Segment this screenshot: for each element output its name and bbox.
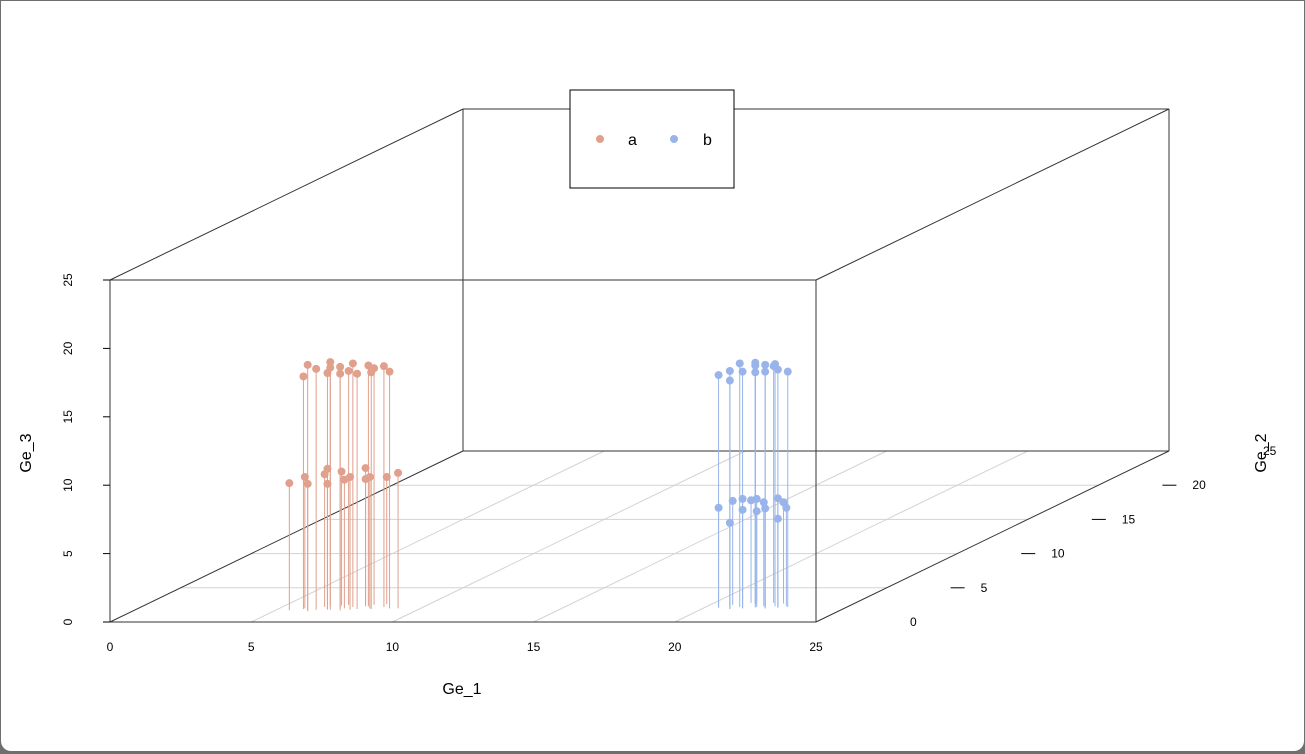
data-point	[326, 363, 335, 372]
data-point	[344, 366, 353, 375]
box-edge	[109, 450, 464, 623]
box-edge	[109, 108, 464, 281]
grid-line-x	[533, 450, 887, 623]
y-tick-label: 5	[981, 581, 988, 595]
data-point	[759, 498, 768, 507]
z-tick-label: 15	[61, 410, 75, 424]
data-point	[323, 464, 332, 473]
y-tick-label: 0	[910, 615, 917, 629]
data-point	[303, 479, 312, 488]
legend-marker-a	[596, 135, 604, 143]
data-point	[714, 371, 723, 380]
data-point	[725, 518, 734, 527]
plot-box	[109, 108, 1170, 623]
z-tick-label: 25	[61, 273, 75, 287]
data-point	[773, 514, 782, 523]
data-point	[300, 472, 309, 481]
z-tick-label: 5	[61, 550, 75, 557]
data-point	[336, 369, 345, 378]
floor-grid	[180, 450, 1099, 623]
grid-line-x	[250, 450, 605, 623]
legend-marker-b	[670, 135, 678, 143]
legend: a b	[569, 89, 735, 189]
data-point	[370, 364, 379, 373]
legend-label-a: a	[628, 132, 637, 149]
data-point	[326, 358, 335, 367]
data-point	[285, 479, 294, 488]
data-point	[761, 360, 770, 369]
data-point	[714, 503, 723, 512]
data-point	[751, 361, 760, 370]
data-point	[379, 362, 388, 371]
data-point	[365, 472, 374, 481]
legend-label-b: b	[703, 132, 712, 149]
z-axis-title: Ge_3	[18, 433, 35, 472]
data-point	[337, 467, 346, 476]
grid-line-x	[674, 450, 1029, 623]
box-edge	[815, 108, 1170, 281]
x-tick-label: 5	[248, 640, 255, 654]
data-point	[394, 468, 403, 477]
box-edge	[815, 450, 1170, 623]
z-tick-label: 0	[61, 618, 75, 625]
x-tick-label: 0	[107, 640, 114, 654]
y-axis-title: Ge_2	[1253, 433, 1270, 472]
data-point	[738, 494, 747, 503]
data-point	[728, 496, 737, 505]
y-tick-label: 15	[1122, 512, 1136, 526]
data-point	[336, 362, 345, 371]
data-point	[747, 496, 756, 505]
data-point	[299, 372, 308, 381]
grid-line-x	[392, 450, 746, 623]
data-point	[783, 367, 792, 376]
y-tick-label: 10	[1051, 547, 1065, 561]
data-point	[725, 376, 734, 385]
data-point	[779, 498, 788, 507]
x-tick-label: 10	[386, 640, 400, 654]
data-point	[761, 367, 770, 376]
data-point	[751, 368, 760, 377]
data-point	[312, 364, 321, 373]
series-b	[714, 358, 792, 610]
data-point	[361, 464, 370, 473]
data-point	[773, 494, 782, 503]
y-tick-label: 20	[1192, 478, 1206, 492]
data-point	[323, 479, 332, 488]
series-a	[285, 358, 403, 612]
axes: 0 5 10 15 20 25 0 5 10 15 20 25 0 5 10 15 20 25	[61, 273, 1277, 654]
data-point	[769, 362, 778, 371]
data-point	[738, 367, 747, 376]
data-point	[738, 505, 747, 514]
x-tick-label: 25	[809, 640, 823, 654]
data-layer	[285, 358, 792, 612]
x-tick-label: 20	[668, 640, 682, 654]
data-point	[303, 360, 312, 369]
data-point	[382, 472, 391, 481]
data-point	[353, 369, 362, 378]
data-point	[735, 359, 744, 368]
data-point	[725, 366, 734, 375]
x-axis-title: Ge_1	[442, 681, 481, 698]
data-point	[761, 504, 770, 513]
data-point	[385, 367, 394, 376]
z-tick-label: 10	[61, 478, 75, 492]
x-tick-label: 15	[527, 640, 541, 654]
data-point	[346, 472, 355, 481]
data-point	[752, 507, 761, 516]
z-tick-label: 20	[61, 341, 75, 355]
y-tick-label: 25	[1263, 444, 1277, 458]
data-point	[348, 359, 357, 368]
